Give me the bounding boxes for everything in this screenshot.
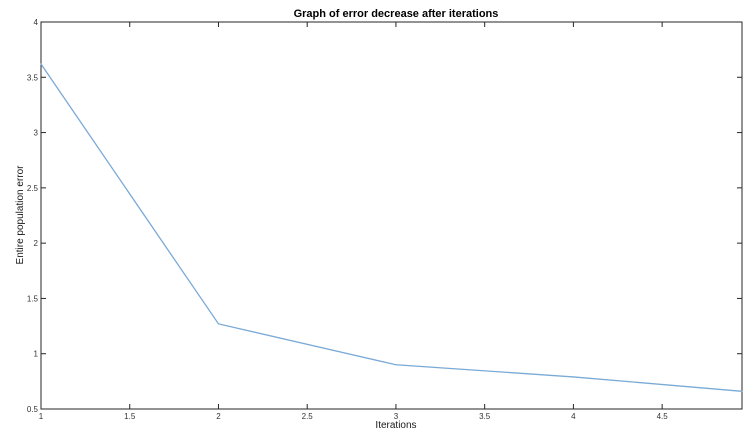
y-axis-label: Entire population error xyxy=(15,165,26,265)
x-tick-label: 2.5 xyxy=(302,412,314,421)
y-axis-ticks: 0.5 1 1.5 2 2.5 3 3.5 4 xyxy=(27,18,742,414)
x-tick-label: 4 xyxy=(571,412,576,421)
y-tick-label: 2.5 xyxy=(27,184,39,193)
x-axis-ticks: 1 1.5 2 2.5 3 3.5 4 4.5 xyxy=(39,22,668,421)
data-point xyxy=(741,390,743,392)
y-tick-label: 3 xyxy=(34,129,39,138)
series-line xyxy=(40,63,743,392)
x-tick-label: 3 xyxy=(394,412,399,421)
x-tick-label: 1 xyxy=(39,412,44,421)
data-point xyxy=(572,376,575,378)
data-point xyxy=(40,63,42,65)
y-tick-label: 2 xyxy=(34,239,39,248)
series-layer xyxy=(40,63,743,392)
x-tick-label: 2 xyxy=(216,412,221,421)
y-tick-label: 4 xyxy=(34,18,39,27)
x-tick-label: 3.5 xyxy=(479,412,491,421)
chart-title: Graph of error decrease after iterations xyxy=(294,8,499,20)
x-tick-label: 1.5 xyxy=(124,412,136,421)
x-axis-label: Iterations xyxy=(375,420,416,429)
y-tick-label: 3.5 xyxy=(27,73,39,82)
y-tick-label: 0.5 xyxy=(27,405,39,414)
data-point xyxy=(217,323,220,325)
y-tick-label: 1.5 xyxy=(27,294,39,303)
data-point xyxy=(395,364,397,366)
plot-area xyxy=(40,21,743,410)
plot-box xyxy=(40,21,743,410)
x-tick-label: 4.5 xyxy=(657,412,669,421)
y-tick-label: 1 xyxy=(34,350,39,359)
